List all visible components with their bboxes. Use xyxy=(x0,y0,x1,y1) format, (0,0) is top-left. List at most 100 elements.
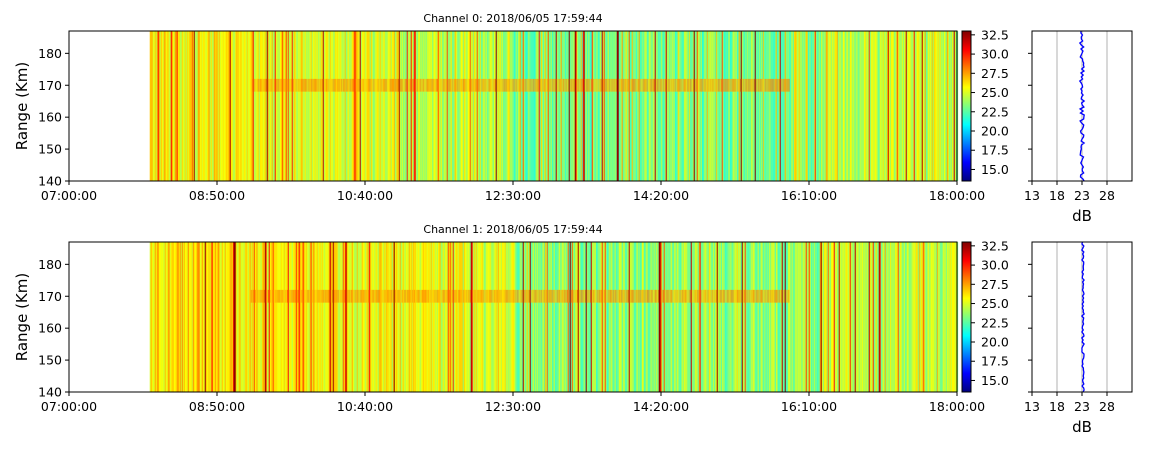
echo-band-segment xyxy=(739,289,742,303)
echo-band-segment xyxy=(369,78,372,92)
heatmap-column xyxy=(424,31,427,181)
heatmap-column xyxy=(281,242,284,392)
echo-band-segment xyxy=(262,78,265,92)
heatmap-column xyxy=(925,242,928,392)
echo-band-segment xyxy=(574,78,577,92)
echo-band-segment xyxy=(628,289,631,303)
heatmap-column xyxy=(747,242,750,392)
echo-band-segment xyxy=(681,78,684,92)
echo-band-segment xyxy=(406,78,409,92)
heatmap-column xyxy=(178,31,181,181)
heatmap-column xyxy=(261,31,264,181)
heatmap-column xyxy=(414,31,417,181)
echo-band-segment xyxy=(598,289,601,303)
echo-band-segment xyxy=(581,289,584,303)
echo-band-segment xyxy=(682,78,685,92)
heatmap-column xyxy=(300,242,303,392)
heatmap-column xyxy=(673,242,676,392)
echo-band-segment xyxy=(616,289,619,303)
heatmap-column xyxy=(239,242,242,392)
heatmap-column xyxy=(727,31,730,181)
heatmap-column xyxy=(951,242,954,392)
heatmap-column xyxy=(925,31,928,181)
heatmap-column xyxy=(525,31,528,181)
heatmap-column xyxy=(690,31,693,181)
heatmap-column xyxy=(599,242,602,392)
heatmap-column xyxy=(890,242,893,392)
echo-band-segment xyxy=(579,289,582,303)
heatmap-column xyxy=(325,31,328,181)
echo-band-segment xyxy=(787,78,790,92)
heatmap-column xyxy=(728,242,731,392)
echo-band-segment xyxy=(275,78,278,92)
echo-band-segment xyxy=(687,78,690,92)
echo-band-segment xyxy=(433,289,436,303)
echo-band-segment xyxy=(537,289,540,303)
echo-band-segment xyxy=(379,289,382,303)
heatmap-column xyxy=(735,242,738,392)
echo-band-segment xyxy=(335,78,338,92)
heatmap-column xyxy=(774,31,777,181)
echo-band-segment xyxy=(625,78,628,92)
heatmap-column xyxy=(384,31,387,181)
echo-band-segment xyxy=(289,78,292,92)
heatmap-column xyxy=(748,242,751,392)
heatmap-column xyxy=(380,31,383,181)
heatmap xyxy=(149,31,959,181)
x-tick-label: 18:00:00 xyxy=(929,188,985,203)
heatmap-column xyxy=(659,31,662,181)
colorbar-tick-label: 25.0 xyxy=(981,85,1009,100)
heatmap-column xyxy=(834,242,837,392)
heatmap-column xyxy=(196,31,199,181)
echo-band-segment xyxy=(303,78,306,92)
heatmap-column xyxy=(712,31,715,181)
heatmap-column xyxy=(511,31,514,181)
heatmap-column xyxy=(357,242,360,392)
echo-band-segment xyxy=(482,78,485,92)
heatmap-column xyxy=(527,242,530,392)
echo-band-segment xyxy=(776,289,779,303)
echo-band-segment xyxy=(737,289,740,303)
echo-band-segment xyxy=(476,78,479,92)
heatmap-column xyxy=(706,242,709,392)
echo-band-segment xyxy=(701,289,704,303)
echo-band-segment xyxy=(586,289,589,303)
echo-band-segment xyxy=(672,78,675,92)
heatmap-column xyxy=(488,242,491,392)
heatmap-column xyxy=(558,31,561,181)
echo-band-segment xyxy=(362,78,365,92)
echo-band-segment xyxy=(770,289,773,303)
heatmap-column xyxy=(817,31,820,181)
heatmap-column xyxy=(680,242,683,392)
heatmap-column xyxy=(634,242,637,392)
echo-band-segment xyxy=(445,289,448,303)
echo-band-segment xyxy=(496,78,499,92)
echo-band-segment xyxy=(365,78,368,92)
echo-band-segment xyxy=(694,289,697,303)
heatmap-column xyxy=(823,31,826,181)
heatmap-column xyxy=(946,31,949,181)
echo-band-segment xyxy=(725,289,728,303)
echo-band-segment xyxy=(383,78,386,92)
echo-band-segment xyxy=(492,289,495,303)
heatmap-column xyxy=(761,242,764,392)
echo-band-segment xyxy=(555,289,558,303)
heatmap-column xyxy=(266,242,269,392)
heatmap-column xyxy=(919,242,922,392)
heatmap-column xyxy=(191,242,194,392)
heatmap-column xyxy=(175,31,178,181)
echo-band-segment xyxy=(562,78,565,92)
heatmap-column xyxy=(864,242,867,392)
heatmap-column xyxy=(509,242,512,392)
echo-band-segment xyxy=(465,78,468,92)
echo-band-segment xyxy=(662,289,665,303)
echo-band-segment xyxy=(768,289,771,303)
heatmap-column xyxy=(416,31,419,181)
echo-band-segment xyxy=(486,78,489,92)
heatmap-column xyxy=(588,242,591,392)
heatmap-column xyxy=(888,242,891,392)
heatmap-column xyxy=(285,242,288,392)
heatmap-column xyxy=(788,242,791,392)
heatmap-column xyxy=(799,242,802,392)
echo-band-segment xyxy=(546,78,549,92)
